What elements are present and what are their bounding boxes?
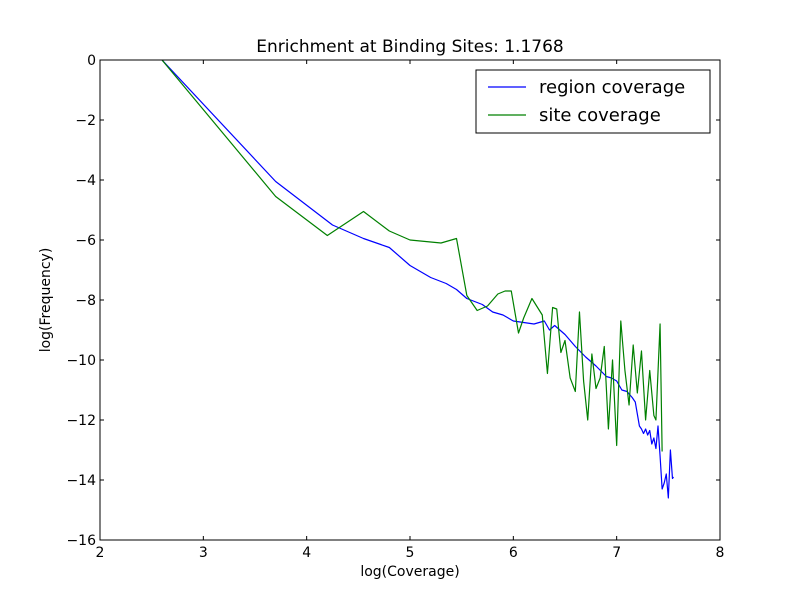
legend-label-site-coverage: site coverage bbox=[539, 105, 661, 126]
y-tick-label: −2 bbox=[75, 113, 96, 129]
x-tick-label: 4 bbox=[302, 545, 311, 561]
y-tick-label: −6 bbox=[75, 233, 96, 249]
x-axis-label: log(Coverage) bbox=[360, 564, 459, 580]
y-tick-label: 0 bbox=[87, 53, 96, 69]
legend: region coverage site coverage bbox=[475, 69, 711, 134]
x-tick-label: 2 bbox=[96, 545, 105, 561]
x-tick-label: 3 bbox=[199, 545, 208, 561]
series-layer bbox=[161, 60, 674, 499]
legend-label-region-coverage: region coverage bbox=[539, 77, 685, 98]
plot-area: 2 3 4 5 6 7 8 0 −2 −4 −6 −8 −10 −12 −14 −16 bbox=[66, 53, 724, 561]
y-axis-label: log(Frequency) bbox=[38, 248, 54, 353]
y-tick-label: −8 bbox=[75, 293, 96, 309]
y-tick-label: −10 bbox=[66, 353, 96, 369]
x-tick-label: 6 bbox=[509, 545, 518, 561]
tick-layer: 2 3 4 5 6 7 8 0 −2 −4 −6 −8 −10 −12 −14 −16 bbox=[66, 53, 724, 561]
y-tick-label: −14 bbox=[66, 473, 96, 489]
x-tick-label: 5 bbox=[406, 545, 415, 561]
x-tick-label: 7 bbox=[612, 545, 621, 561]
series-line-site-coverage bbox=[161, 60, 663, 452]
y-tick-label: −12 bbox=[66, 413, 96, 429]
y-tick-label: −16 bbox=[66, 533, 96, 549]
chart-title: Enrichment at Binding Sites: 1.1768 bbox=[256, 37, 563, 57]
legend-box bbox=[475, 69, 711, 134]
y-tick-label: −4 bbox=[75, 173, 96, 189]
x-tick-label: 8 bbox=[716, 545, 725, 561]
